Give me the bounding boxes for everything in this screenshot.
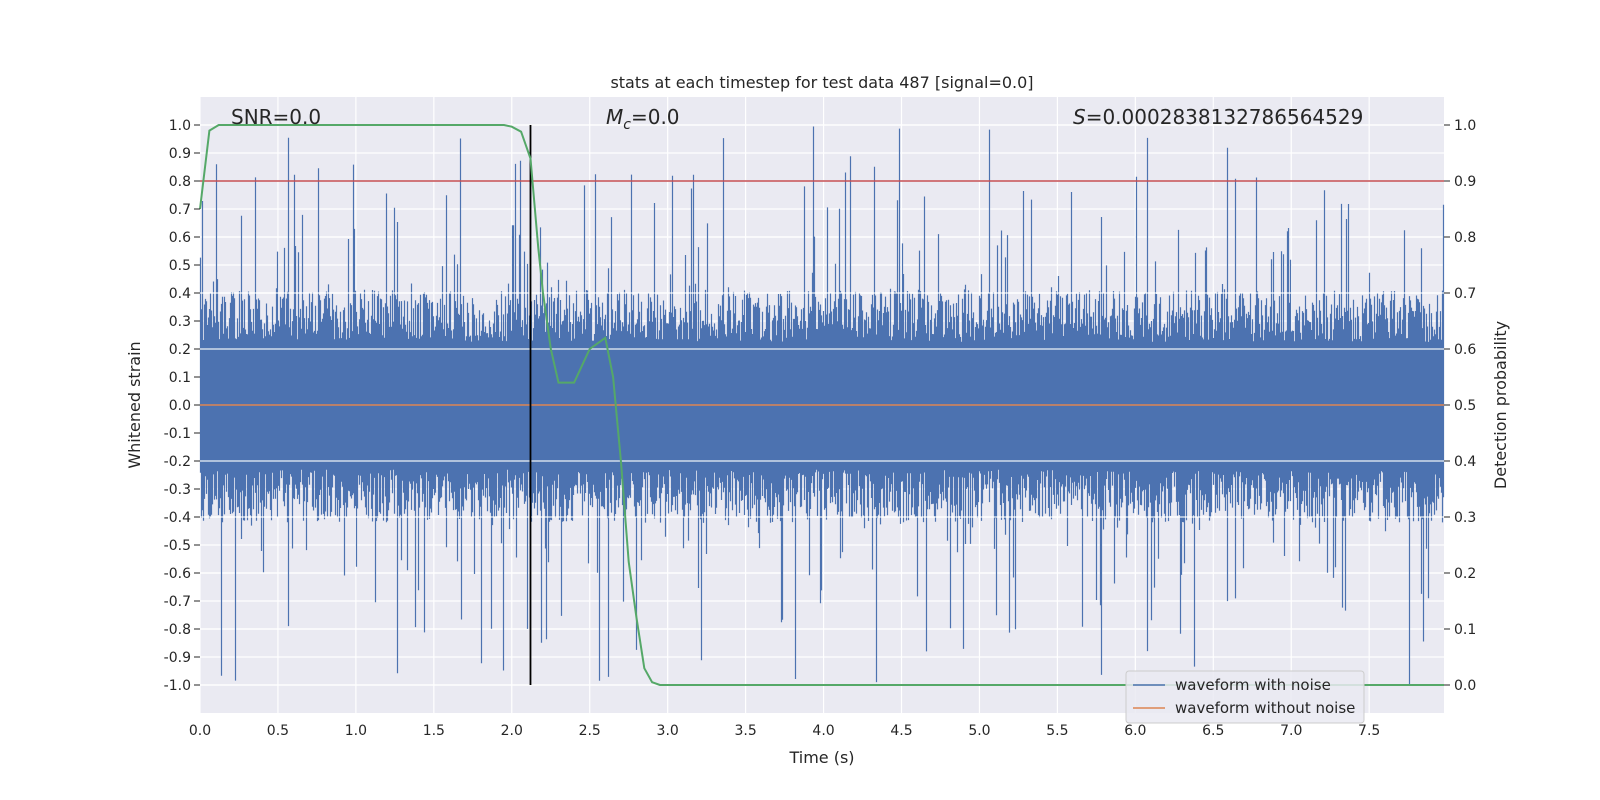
y-left-tick-label: 1.0 [169,118,191,134]
y-right-tick-label: 0.3 [1454,510,1476,526]
x-tick-label: 1.0 [345,723,367,739]
y-left-tick-label: 0.1 [169,370,191,386]
y-left-tick-label: 0.0 [169,398,191,414]
s-value: =0.0002838132786564529 [1086,105,1364,129]
x-tick-label: 3.0 [657,723,679,739]
y-right-tick-label: 0.5 [1454,398,1476,414]
y-right-tick-label: 0.7 [1454,286,1476,302]
y-left-tick-label: 0.8 [169,174,191,190]
x-tick-label: 7.5 [1358,723,1380,739]
chart-title: stats at each timestep for test data 487… [610,73,1033,92]
mc-subscript: c [623,117,631,133]
legend: waveform with noise waveform without noi… [1125,670,1365,724]
mc-value: =0.0 [631,105,680,129]
annotation-snr: SNR=0.0 [231,105,321,129]
y-left-tick-label: 0.9 [169,146,191,162]
x-tick-label: 2.5 [579,723,601,739]
y-right-tick-label: 1.0 [1454,118,1476,134]
x-tick-label: 4.0 [812,723,834,739]
y-right-tick-label: 0.9 [1454,174,1476,190]
x-tick-label: 0.0 [189,723,211,739]
series-waveform-with-noise [199,126,1445,685]
legend-box [1125,670,1365,724]
y-left-tick-label: -0.6 [164,566,191,582]
y-left-tick-label: -0.9 [164,650,191,666]
y-left-axis-label: Whitened strain [125,341,144,468]
x-tick-label: 6.5 [1202,723,1224,739]
noise-waveform-path [199,126,1445,685]
y-right-tick-label: 0.0 [1454,678,1476,694]
x-tick-label: 7.0 [1280,723,1302,739]
x-tick-label: 3.5 [734,723,756,739]
x-tick-label: 6.0 [1124,723,1146,739]
y-left-axis-ticks: -1.0 -0.9 -0.8 -0.7 -0.6 -0.5 -0.4 -0.3 -0.2 -0.1… [164,118,200,694]
y-left-tick-label: 0.7 [169,202,191,218]
x-tick-label: 5.0 [968,723,990,739]
x-axis-ticks: 0.0 0.5 1.0 1.5 2.0 2.5 3.0 3.5 4.0 4.5 5.0 5.5 6.0 6… [189,723,1380,739]
y-left-tick-label: -1.0 [164,678,191,694]
y-left-tick-label: -0.3 [164,482,191,498]
y-left-tick-label: -0.8 [164,622,191,638]
y-left-tick-label: -0.7 [164,594,191,610]
x-tick-label: 1.5 [423,723,445,739]
x-tick-label: 4.5 [890,723,912,739]
y-left-tick-label: 0.4 [169,286,191,302]
mc-symbol: M [606,105,623,129]
y-left-tick-label: 0.3 [169,314,191,330]
y-right-axis-label: Detection probability [1491,321,1510,489]
y-right-tick-label: 0.8 [1454,230,1476,246]
x-axis-label: Time (s) [788,748,854,767]
y-right-tick-label: 0.4 [1454,454,1476,470]
y-left-tick-label: 0.5 [169,258,191,274]
y-left-tick-label: 0.6 [169,230,191,246]
y-right-axis-ticks: 0.0 0.1 0.2 0.3 0.4 0.5 0.6 0.7 0.8 0.9 1.0 [1444,118,1476,694]
y-left-tick-label: 0.2 [169,342,191,358]
legend-label-clean: waveform without noise [1175,699,1355,717]
y-right-tick-label: 0.1 [1454,622,1476,638]
x-tick-label: 5.5 [1046,723,1068,739]
x-tick-label: 0.5 [267,723,289,739]
y-left-tick-label: -0.1 [164,426,191,442]
y-right-tick-label: 0.6 [1454,342,1476,358]
s-symbol: S [1073,105,1086,129]
y-left-tick-label: -0.2 [164,454,191,470]
series-detection-probability [199,124,1444,686]
legend-label-noise: waveform with noise [1175,676,1331,694]
annotation-s: S=0.0002838132786564529 [1073,105,1363,129]
annotation-mc: Mc=0.0 [606,105,680,133]
y-right-tick-label: 0.2 [1454,566,1476,582]
y-left-tick-label: -0.4 [164,510,191,526]
x-tick-label: 2.0 [501,723,523,739]
y-left-tick-label: -0.5 [164,538,191,554]
